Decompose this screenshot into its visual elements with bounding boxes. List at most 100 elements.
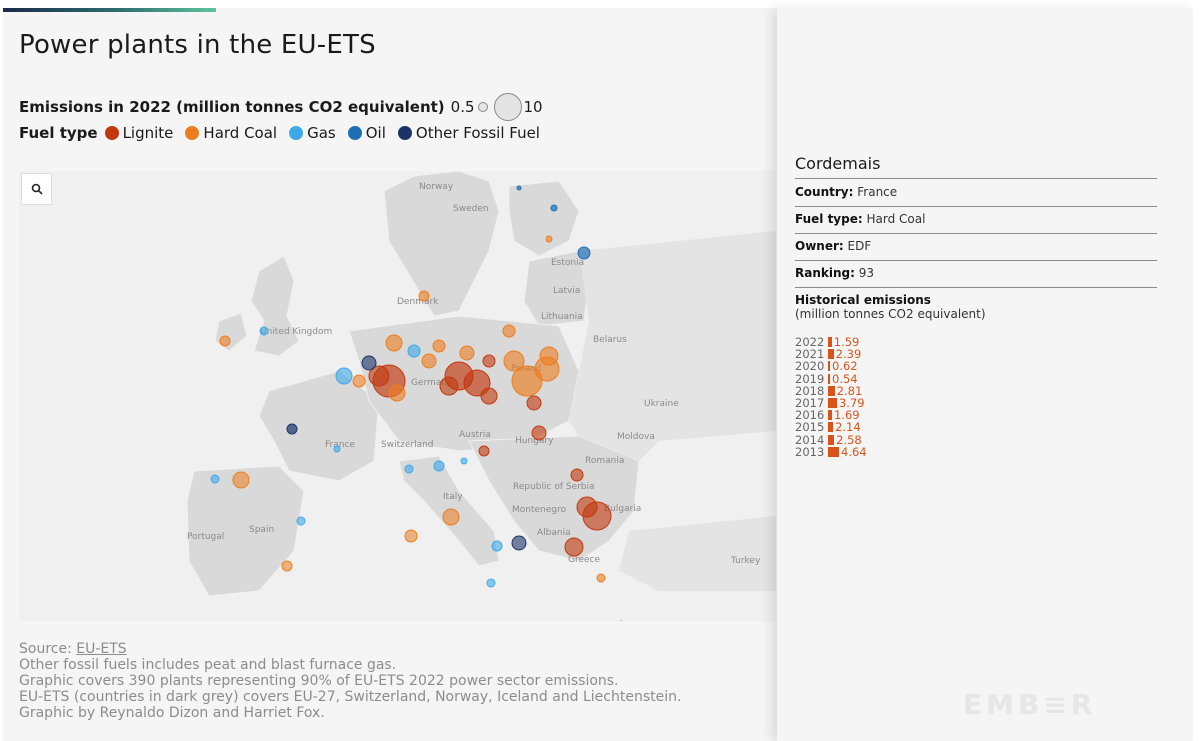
ranking-label: Ranking: bbox=[795, 266, 855, 280]
plant-bubble[interactable] bbox=[442, 508, 460, 526]
history-year: 2018 bbox=[795, 383, 825, 398]
history-bar bbox=[828, 446, 839, 457]
map-label-spain: Spain bbox=[249, 525, 274, 535]
map-label-switzerland: Switzerland bbox=[381, 440, 434, 450]
footer-note-1: Other fossil fuels includes peat and bla… bbox=[19, 657, 397, 673]
plant-bubble[interactable] bbox=[407, 344, 421, 358]
plant-bubble[interactable] bbox=[459, 345, 475, 361]
plant-bubble[interactable] bbox=[259, 326, 269, 336]
plant-bubble[interactable] bbox=[545, 235, 553, 243]
history-row: 2020 0.62 bbox=[795, 359, 858, 373]
map-label-germany: Germany bbox=[411, 378, 453, 388]
plant-bubble[interactable] bbox=[564, 537, 584, 557]
size-legend-label: Emissions in 2022 (million tonnes CO2 eq… bbox=[19, 98, 445, 116]
plant-bubble[interactable] bbox=[388, 384, 406, 402]
turkey-landmass bbox=[619, 516, 776, 591]
plant-bubble[interactable] bbox=[511, 365, 543, 397]
plant-bubble[interactable] bbox=[491, 540, 503, 552]
map-label-ukraine: Ukraine bbox=[644, 399, 679, 409]
plant-bubble[interactable] bbox=[503, 350, 525, 372]
map-label-romania: Romania bbox=[585, 456, 624, 466]
plant-bubble[interactable] bbox=[539, 346, 559, 366]
plant-bubble[interactable] bbox=[439, 376, 459, 396]
plant-bubble[interactable] bbox=[526, 395, 542, 411]
plant-bubble[interactable] bbox=[418, 290, 430, 302]
history-value: 1.59 bbox=[833, 335, 860, 349]
plant-bubble[interactable] bbox=[516, 185, 522, 191]
map-label-estonia: Estonia bbox=[551, 258, 584, 268]
history-bar bbox=[828, 349, 834, 360]
plant-name: Cordemais bbox=[795, 154, 881, 173]
history-bar bbox=[828, 361, 830, 372]
plant-bubble-cordemais[interactable] bbox=[286, 423, 298, 435]
plant-bubble[interactable] bbox=[333, 445, 341, 453]
fuel-legend-item-oil: Oil bbox=[365, 124, 386, 142]
ireland-landmass bbox=[214, 312, 248, 352]
plant-bubble[interactable] bbox=[550, 204, 558, 212]
plant-bubble[interactable] bbox=[335, 367, 353, 385]
source-link[interactable]: EU-ETS bbox=[76, 641, 127, 657]
footer-note-3: EU-ETS (countries in dark grey) covers E… bbox=[19, 689, 682, 705]
plant-bubble[interactable] bbox=[210, 474, 220, 484]
history-year: 2021 bbox=[795, 347, 825, 362]
map-label-albania: Albania bbox=[537, 528, 571, 538]
plant-bubble[interactable] bbox=[502, 324, 516, 338]
map-zoom-button[interactable] bbox=[21, 173, 52, 205]
ranking-value: 93 bbox=[858, 266, 875, 280]
history-year: 2017 bbox=[795, 396, 825, 410]
plant-bubble[interactable] bbox=[478, 445, 490, 457]
plant-bubble[interactable] bbox=[281, 560, 293, 572]
plant-bubble[interactable] bbox=[596, 573, 606, 583]
plant-bubble[interactable] bbox=[460, 457, 468, 465]
finland-landmass bbox=[508, 180, 580, 257]
plant-bubble[interactable] bbox=[482, 354, 496, 368]
divider bbox=[795, 260, 1157, 261]
plant-bubble[interactable] bbox=[352, 374, 366, 388]
plant-bubble[interactable] bbox=[576, 496, 598, 518]
history-bar bbox=[828, 337, 832, 347]
history-row: 2016 1.69 bbox=[795, 408, 860, 422]
map-label-portugal: Portugal bbox=[187, 532, 224, 542]
history-bar bbox=[828, 422, 834, 433]
divider bbox=[795, 233, 1157, 234]
map-label-bulgaria: Bulgaria bbox=[604, 504, 641, 514]
map-label-greece: Greece bbox=[568, 555, 600, 565]
plant-bubble[interactable] bbox=[368, 365, 390, 387]
plant-bubble[interactable] bbox=[577, 246, 591, 260]
scandinavia-landmass bbox=[383, 171, 500, 317]
fuel-label: Fuel type: bbox=[795, 212, 863, 226]
europe-map[interactable]: Norway Sweden Estonia Latvia Denmark Lit… bbox=[19, 171, 776, 621]
france-landmass bbox=[258, 370, 380, 482]
history-value: 3.79 bbox=[838, 396, 865, 410]
plant-bubble[interactable] bbox=[404, 464, 414, 474]
history-value: 2.39 bbox=[835, 347, 862, 362]
plant-bubble[interactable] bbox=[385, 334, 403, 352]
plant-bubble[interactable] bbox=[480, 387, 498, 405]
plant-bubble[interactable] bbox=[511, 535, 527, 551]
plant-bubble[interactable] bbox=[421, 353, 437, 369]
plant-bubble[interactable] bbox=[361, 355, 377, 371]
plant-bubble[interactable] bbox=[433, 460, 445, 472]
fuel-legend-item-lignite: Lignite bbox=[122, 124, 174, 142]
plant-bubble[interactable] bbox=[232, 471, 250, 489]
history-bar bbox=[828, 434, 835, 445]
map-label-austria: Austria bbox=[459, 430, 491, 440]
plant-bubble[interactable] bbox=[432, 339, 446, 353]
page-title: Power plants in the EU-ETS bbox=[19, 30, 376, 60]
plant-bubble[interactable] bbox=[296, 516, 306, 526]
size-legend-large-circle bbox=[493, 93, 522, 121]
historical-emissions-subtitle: (million tonnes CO2 equivalent) bbox=[795, 307, 986, 321]
history-row: 2021 2.39 bbox=[795, 347, 862, 362]
history-year: 2014 bbox=[795, 432, 825, 447]
plant-bubble[interactable] bbox=[463, 369, 491, 397]
history-row: 2017 3.79 bbox=[795, 396, 865, 410]
plant-bubble[interactable] bbox=[531, 425, 547, 441]
power-plant-bubbles bbox=[210, 185, 623, 621]
owner-value: EDF bbox=[847, 239, 872, 253]
map-label-republic-of-serbia: Republic of Serbia bbox=[513, 482, 595, 492]
plant-bubble[interactable] bbox=[219, 335, 231, 347]
plant-bubble[interactable] bbox=[404, 529, 418, 543]
plant-bubble[interactable] bbox=[570, 468, 584, 482]
fuel-legend-item-gas: Gas bbox=[307, 124, 336, 142]
plant-bubble[interactable] bbox=[486, 578, 496, 588]
